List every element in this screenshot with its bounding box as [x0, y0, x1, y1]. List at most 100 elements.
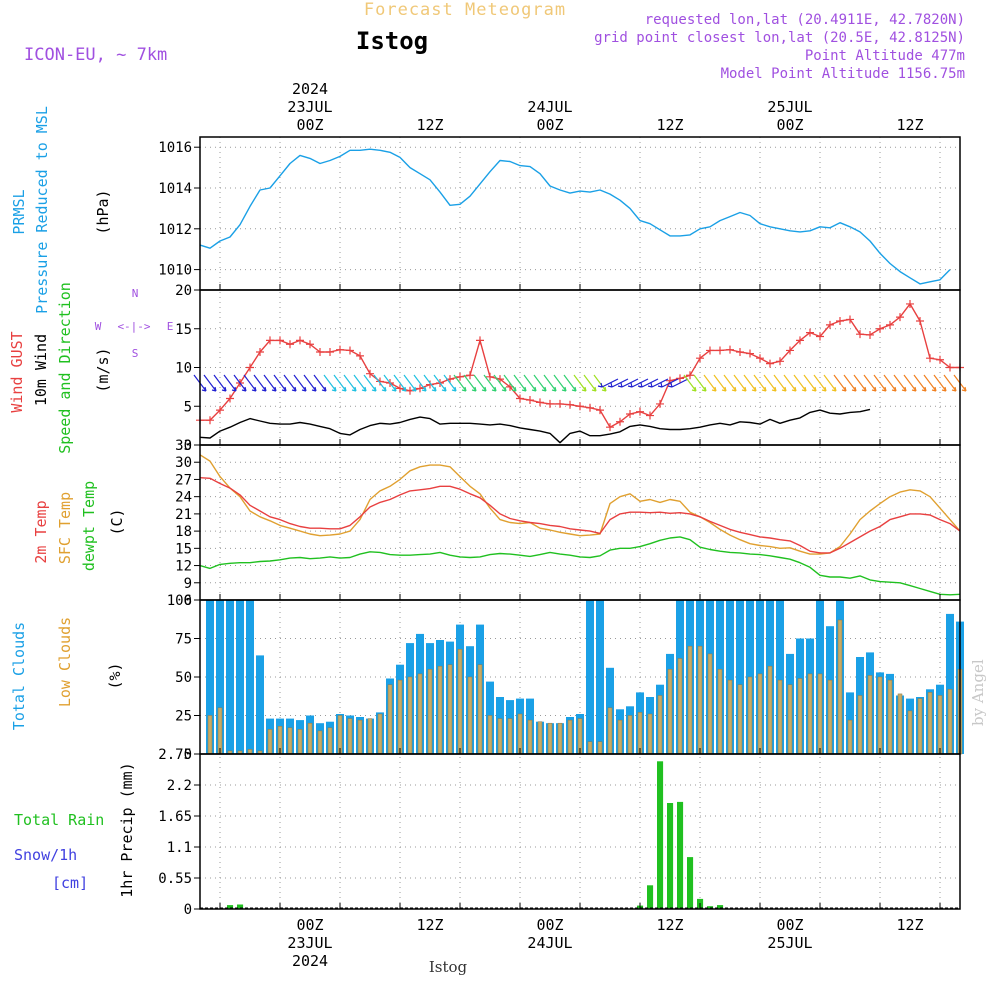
gust-marker — [396, 384, 404, 393]
low-cloud-bar — [887, 679, 893, 755]
gust-marker — [566, 400, 574, 409]
total-cloud-bar — [736, 600, 744, 754]
low-cloud-bar — [837, 619, 843, 755]
time-label-bottom: 12Z — [896, 916, 923, 934]
y-tick-label: 20 — [175, 283, 192, 299]
gust-marker — [266, 336, 274, 345]
low-cloud-bar — [547, 722, 553, 755]
wind-arrow — [563, 374, 577, 392]
low-cloud-bar — [387, 684, 393, 755]
footer-location: Istog — [429, 958, 468, 976]
low-cloud-bar — [857, 695, 863, 755]
wind-arrow — [843, 374, 857, 392]
time-label-top: 12Z — [896, 116, 923, 134]
low-cloud-bar — [707, 653, 713, 755]
gust-marker — [736, 348, 744, 356]
low-cloud-bar — [567, 719, 573, 755]
gust-marker — [286, 340, 294, 349]
low-cloud-bar — [377, 713, 383, 755]
y-tick-label: 15 — [175, 541, 192, 557]
low-cloud-bar — [947, 689, 953, 755]
low-cloud-bar — [557, 722, 563, 755]
gust-marker — [416, 384, 424, 393]
y-tick-label: 18 — [175, 524, 192, 540]
wind-arrow — [627, 378, 649, 388]
low-cloud-bar — [667, 669, 673, 755]
gust-marker — [676, 374, 684, 383]
wind-line — [199, 408, 871, 444]
gust-marker — [536, 398, 544, 407]
gust-marker — [756, 354, 764, 363]
wind-arrow — [423, 374, 437, 392]
low-cloud-bar — [417, 673, 423, 755]
wind-arrow — [903, 374, 917, 392]
wind-arrow — [403, 374, 417, 392]
gust-marker — [786, 346, 794, 355]
compass-w: W — [95, 320, 102, 333]
time-label-bottom: 24JUL — [527, 934, 572, 952]
wind-arrow — [583, 374, 597, 392]
gust-marker — [906, 299, 914, 308]
time-label-bottom: 00Z — [776, 916, 803, 934]
wind-arrow — [543, 374, 557, 392]
gust-marker — [686, 371, 694, 380]
time-label-top: 00Z — [536, 116, 563, 134]
temp-unit-label: (C) — [108, 508, 126, 535]
low-cloud-bar — [597, 741, 603, 755]
gust-marker — [916, 317, 924, 325]
total-cloud-bar — [596, 600, 604, 754]
low-cloud-bar — [587, 741, 593, 755]
wind-arrow — [693, 374, 707, 392]
gust-marker — [276, 336, 284, 345]
total-cloud-bar — [946, 613, 954, 754]
gust-marker — [636, 407, 644, 416]
low-cloud-bar — [267, 729, 273, 755]
total-cloud-bar — [246, 600, 254, 754]
low-cloud-bar — [477, 664, 483, 755]
wind-arrow — [793, 374, 807, 392]
low-cloud-bar — [617, 719, 623, 755]
wind-arrow — [573, 374, 587, 392]
low-cloud-bar — [917, 698, 923, 755]
wind-arrow — [363, 374, 377, 392]
y-tick-label: 1016 — [158, 140, 192, 156]
y-tick-label: 1014 — [158, 181, 192, 197]
gust-marker — [936, 355, 944, 364]
y-tick-label: 6 — [184, 593, 192, 609]
snow-unit-label: [cm] — [52, 874, 88, 892]
low-cloud-bar — [717, 669, 723, 755]
wind-arrow — [893, 374, 907, 392]
y-tick-label: 0.55 — [158, 871, 192, 887]
low-cloud-bar — [637, 712, 643, 755]
wind-arrow — [803, 374, 817, 392]
prmsl-label: PRMSL — [10, 189, 28, 234]
low-cloud-bar — [497, 718, 503, 755]
wind-arrow — [273, 374, 287, 392]
model-label: ICON-EU, ~ 7km — [24, 45, 167, 65]
wind-arrow — [667, 378, 689, 388]
low-cloud-bar — [767, 665, 773, 755]
compass-s: S — [132, 347, 139, 360]
low-cloud-bar — [427, 669, 433, 755]
rain-bar — [227, 905, 234, 909]
wind-arrow — [413, 374, 427, 392]
wind-arrow — [473, 374, 487, 392]
wind-arrow — [743, 374, 757, 392]
wind-arrow — [607, 378, 629, 388]
gust-marker — [476, 336, 484, 345]
pressure-line — [199, 148, 951, 285]
wind-arrow — [533, 374, 547, 392]
gust-marker — [356, 351, 364, 360]
wind-10m-label: 10m Wind — [32, 334, 50, 406]
wind-arrow — [637, 378, 659, 388]
total-cloud-bar — [256, 655, 264, 754]
y-tick-label: 0 — [184, 438, 192, 454]
gust-marker — [696, 354, 704, 363]
low-cloud-bar — [877, 676, 883, 755]
compass-n: N — [132, 287, 139, 300]
info-line-4: Model Point Altitude 1156.75m — [721, 66, 965, 82]
gust-marker — [256, 348, 264, 356]
gust-marker — [426, 380, 434, 389]
time-label-bottom: 12Z — [416, 916, 443, 934]
temp-sfc-label: SFC Temp — [56, 492, 74, 564]
